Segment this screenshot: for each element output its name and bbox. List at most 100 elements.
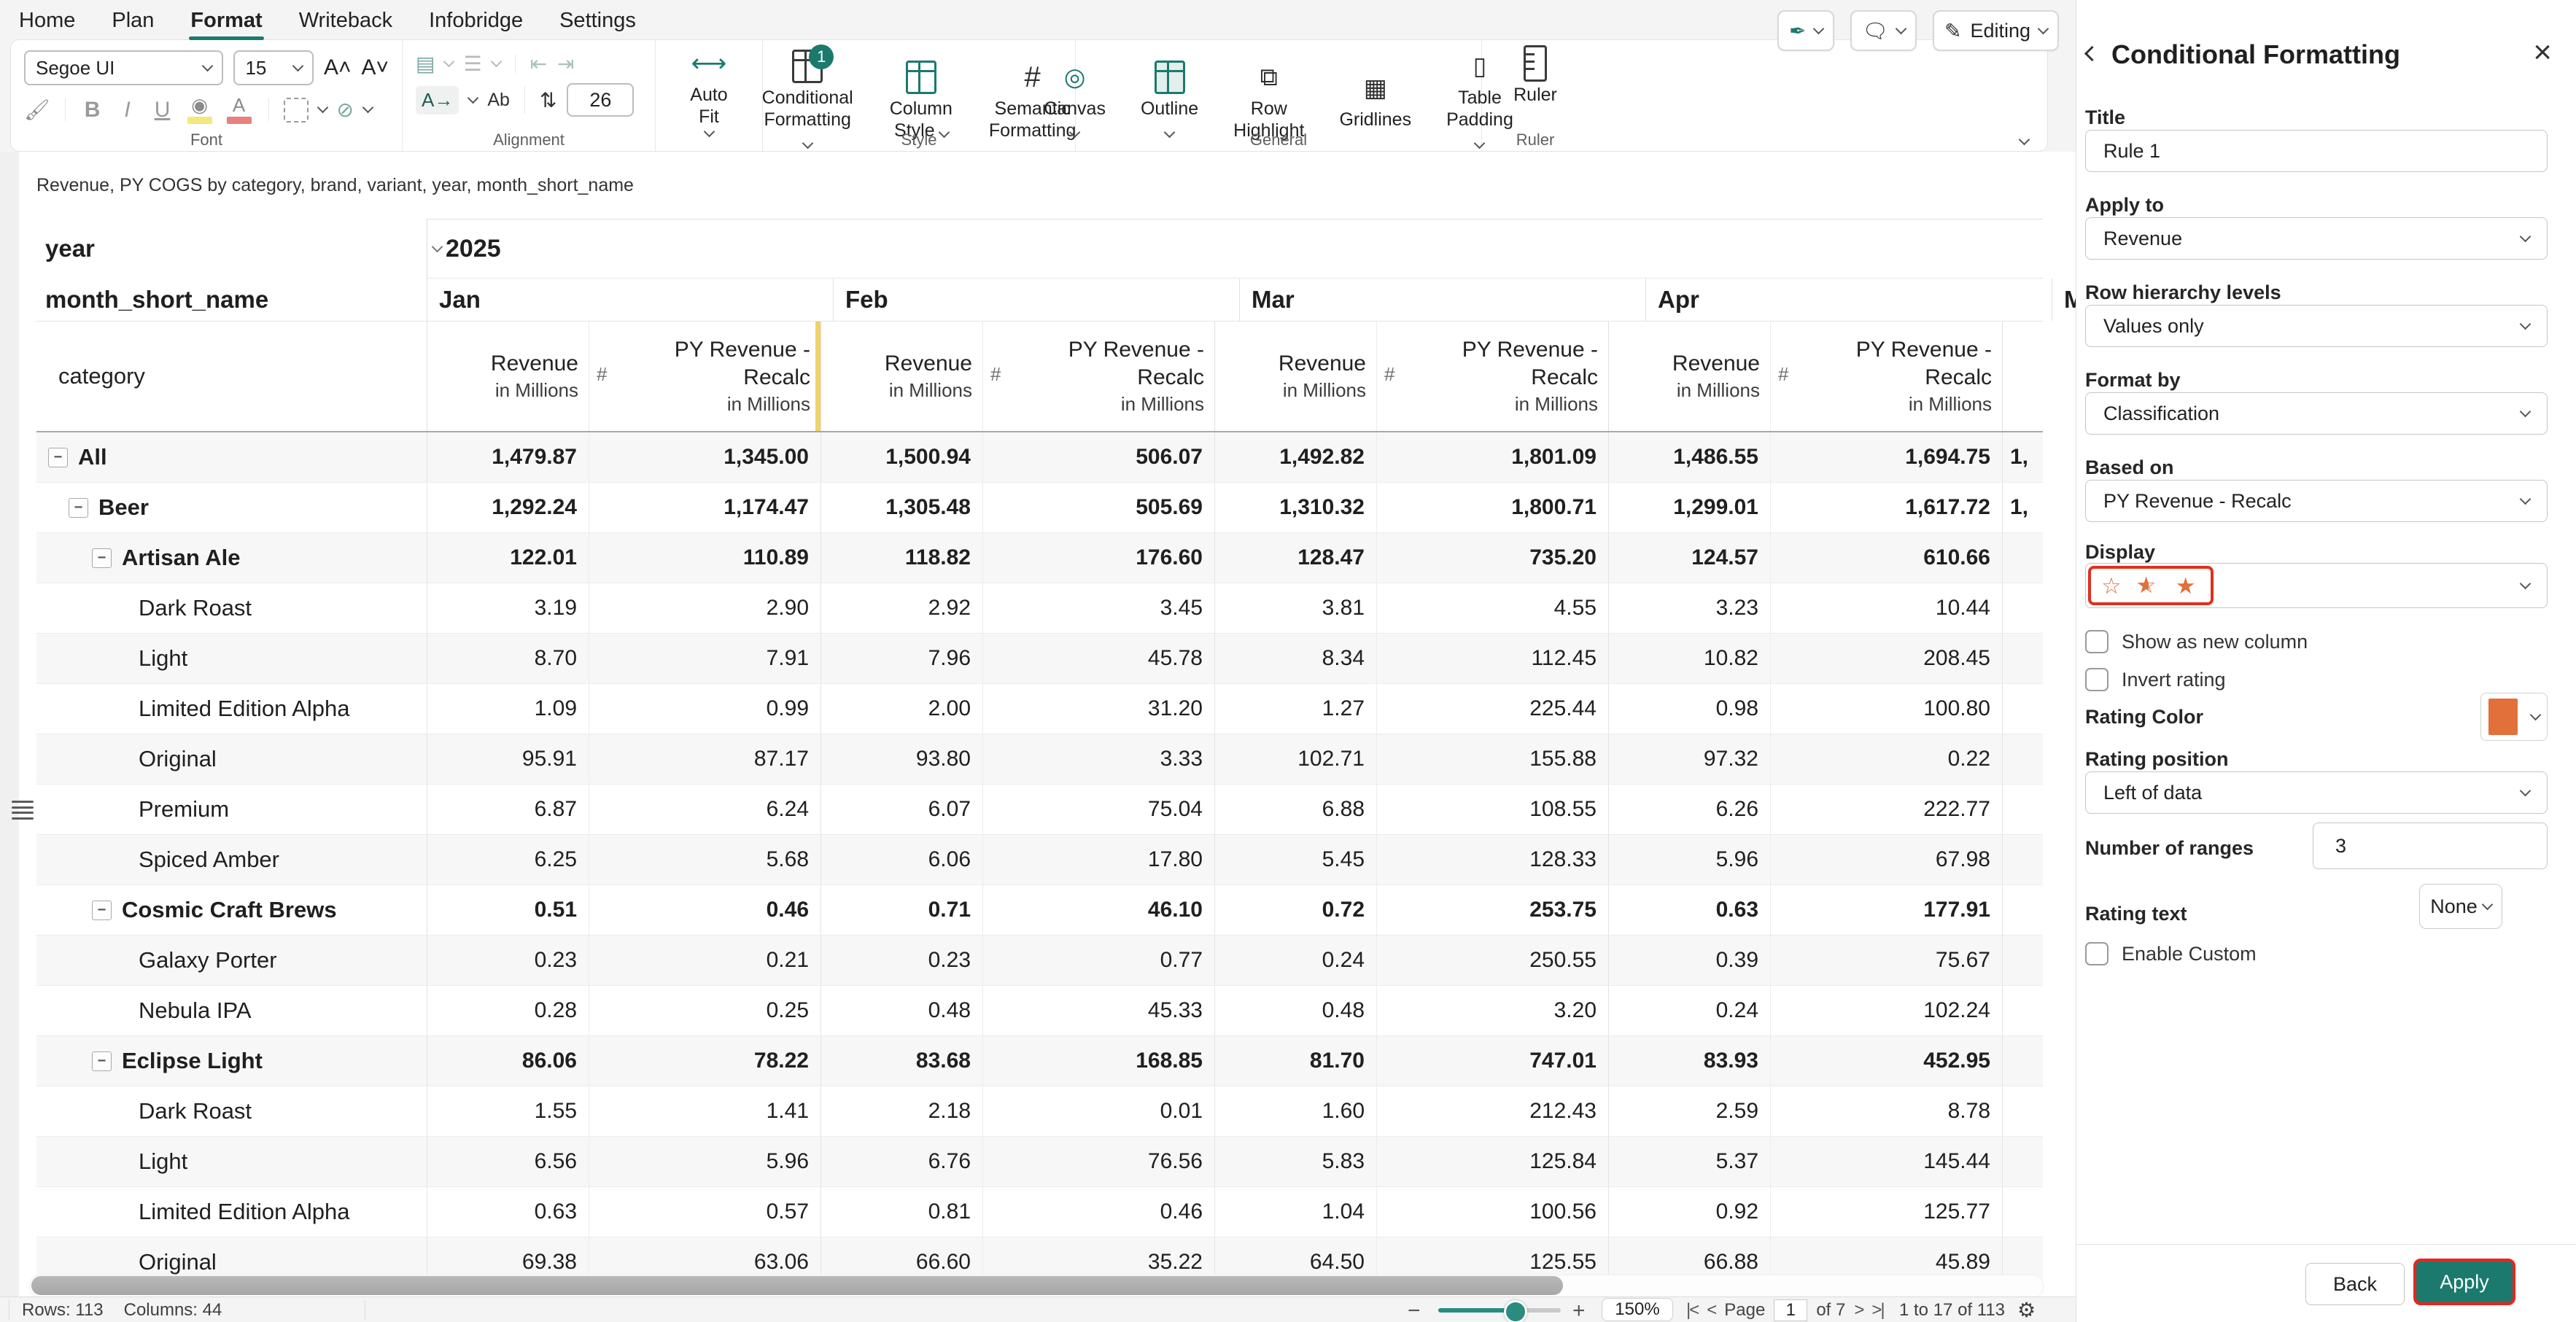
revenue-value-cell[interactable]: 6.06 bbox=[820, 835, 982, 884]
row-header-cell[interactable]: Premium bbox=[36, 785, 427, 834]
py-revenue-value-cell[interactable]: 253.75 bbox=[1376, 885, 1608, 935]
py-revenue-value-cell[interactable]: 4.55 bbox=[1376, 583, 1608, 633]
py-revenue-value-cell[interactable]: 1,801.09 bbox=[1376, 432, 1608, 482]
revenue-value-cell[interactable]: 0.71 bbox=[820, 885, 982, 935]
prev-page-button[interactable]: < bbox=[1707, 1299, 1717, 1320]
enable-custom-checkbox[interactable]: Enable Custom bbox=[2085, 942, 2257, 965]
revenue-value-cell[interactable]: 0.72 bbox=[1214, 885, 1376, 935]
outdent-icon[interactable]: ⇤ bbox=[529, 53, 548, 75]
py-revenue-value-cell[interactable]: 250.55 bbox=[1376, 936, 1608, 985]
revenue-value-cell[interactable]: 0.48 bbox=[820, 986, 982, 1035]
revenue-value-cell[interactable]: 10.82 bbox=[1608, 634, 1770, 683]
wrap-text-button[interactable]: Ab bbox=[487, 89, 510, 110]
revenue-value-cell[interactable]: 1.09 bbox=[427, 684, 589, 734]
py-revenue-value-cell[interactable]: 0.22 bbox=[1770, 734, 2002, 784]
revenue-value-cell[interactable]: 0.81 bbox=[820, 1187, 982, 1237]
font-size-select[interactable]: 15 bbox=[233, 50, 314, 85]
py-revenue-value-cell[interactable]: 108.55 bbox=[1376, 785, 1608, 834]
month-header-feb[interactable]: Feb bbox=[833, 279, 1239, 321]
py-revenue-value-cell[interactable]: 31.20 bbox=[982, 684, 1214, 734]
revenue-value-cell[interactable]: 1,310.32 bbox=[1214, 483, 1376, 532]
auto-fit-button[interactable]: ⟷ Auto Fit bbox=[669, 47, 749, 138]
revenue-value-cell[interactable]: 0.51 bbox=[427, 885, 589, 935]
py-revenue-value-cell[interactable]: 3.33 bbox=[982, 734, 1214, 784]
last-page-button[interactable]: >| bbox=[1871, 1299, 1885, 1320]
settings-gear-icon[interactable]: ⚙ bbox=[2017, 1299, 2036, 1321]
zoom-in-button[interactable]: + bbox=[1572, 1299, 1586, 1322]
py-revenue-value-cell[interactable]: 177.91 bbox=[1770, 885, 2002, 935]
py-revenue-value-cell[interactable]: 5.96 bbox=[589, 1137, 820, 1186]
py-revenue-value-cell[interactable]: 75.04 bbox=[982, 785, 1214, 834]
revenue-value-cell[interactable]: 2.92 bbox=[820, 583, 982, 633]
revenue-value-cell[interactable]: 102.71 bbox=[1214, 734, 1376, 784]
horizontal-scrollbar-thumb[interactable] bbox=[31, 1276, 1563, 1295]
revenue-value-cell[interactable]: 1,292.24 bbox=[427, 483, 589, 532]
py-revenue-value-cell[interactable]: 0.46 bbox=[982, 1187, 1214, 1237]
text-direction-button[interactable]: A→ bbox=[416, 85, 459, 114]
increase-font-icon[interactable]: A˄ bbox=[323, 55, 352, 79]
collapse-row-icon[interactable]: − bbox=[48, 447, 68, 467]
py-revenue-value-cell[interactable]: 7.91 bbox=[589, 634, 820, 683]
collapse-row-icon[interactable]: − bbox=[92, 900, 112, 920]
row-header-cell[interactable]: − Cosmic Craft Brews bbox=[36, 885, 427, 935]
py-revenue-value-cell[interactable]: 5.68 bbox=[589, 835, 820, 884]
py-revenue-value-cell[interactable]: 3.45 bbox=[982, 583, 1214, 633]
py-revenue-value-cell[interactable]: 45.89 bbox=[1770, 1237, 2002, 1287]
py-revenue-value-cell[interactable]: 168.85 bbox=[982, 1036, 1214, 1086]
py-revenue-value-cell[interactable]: 506.07 bbox=[982, 432, 1214, 482]
row-header-cell[interactable]: Spiced Amber bbox=[36, 835, 427, 884]
rating-text-select[interactable]: None bbox=[2419, 884, 2502, 929]
menu-writeback[interactable]: Writeback bbox=[298, 8, 393, 32]
py-revenue-value-cell[interactable]: 1,174.47 bbox=[589, 483, 820, 532]
revenue-value-cell[interactable]: 2.59 bbox=[1608, 1086, 1770, 1136]
revenue-column-header-mar[interactable]: Revenue in Millions bbox=[1214, 322, 1376, 431]
py-revenue-value-cell[interactable]: 3.20 bbox=[1376, 986, 1608, 1035]
year-value-cell[interactable]: 2025 bbox=[427, 219, 2043, 279]
decrease-font-icon[interactable]: A˅ bbox=[361, 55, 389, 79]
outline-button[interactable]: Outline bbox=[1132, 61, 1207, 141]
revenue-value-cell[interactable]: 1,492.82 bbox=[1214, 432, 1376, 482]
zoom-slider-thumb[interactable] bbox=[1504, 1300, 1527, 1322]
menu-home[interactable]: Home bbox=[19, 8, 76, 32]
column-style-button[interactable]: Column Style bbox=[881, 61, 961, 141]
revenue-column-header-feb[interactable]: Revenue in Millions bbox=[820, 322, 982, 431]
row-highlight-button[interactable]: ⧉ Row Highlight bbox=[1225, 61, 1313, 141]
py-revenue-value-cell[interactable]: 87.17 bbox=[589, 734, 820, 784]
row-height-icon[interactable]: ⇅ bbox=[539, 88, 557, 112]
underline-button[interactable]: U bbox=[154, 97, 171, 122]
revenue-value-cell[interactable]: 8.34 bbox=[1214, 634, 1376, 683]
row-header-cell[interactable]: Original bbox=[36, 734, 427, 784]
revenue-value-cell[interactable]: 7.96 bbox=[820, 634, 982, 683]
revenue-value-cell[interactable]: 1.60 bbox=[1214, 1086, 1376, 1136]
semantic-formatting-button[interactable]: # Semantic Formatting bbox=[988, 61, 1076, 141]
revenue-value-cell[interactable]: 66.60 bbox=[820, 1237, 982, 1287]
mode-selector-button[interactable]: ✎ Editing bbox=[1933, 10, 2060, 51]
collapse-row-icon[interactable]: − bbox=[69, 497, 88, 518]
py-revenue-value-cell[interactable]: 45.78 bbox=[982, 634, 1214, 683]
revenue-value-cell[interactable]: 6.76 bbox=[820, 1137, 982, 1186]
revenue-value-cell[interactable]: 3.81 bbox=[1214, 583, 1376, 633]
row-header-cell[interactable]: − Beer bbox=[36, 483, 427, 532]
revenue-value-cell[interactable]: 1,479.87 bbox=[427, 432, 589, 482]
show-as-new-column-checkbox[interactable]: Show as new column bbox=[2085, 630, 2308, 653]
revenue-value-cell[interactable]: 69.38 bbox=[427, 1237, 589, 1287]
revenue-value-cell[interactable]: 1,299.01 bbox=[1608, 483, 1770, 532]
row-header-cell[interactable]: Galaxy Porter bbox=[36, 936, 427, 985]
py-revenue-value-cell[interactable]: 35.22 bbox=[982, 1237, 1214, 1287]
revenue-value-cell[interactable]: 5.96 bbox=[1608, 835, 1770, 884]
canvas-button[interactable]: ◎ Canvas bbox=[1035, 61, 1114, 141]
row-header-cell[interactable]: Light bbox=[36, 1137, 427, 1186]
revenue-value-cell[interactable]: 81.70 bbox=[1214, 1036, 1376, 1086]
py-revenue-value-cell[interactable]: 0.57 bbox=[589, 1187, 820, 1237]
py-revenue-recalc-column-header-feb[interactable]: # PY Revenue - Recalc in Millions bbox=[982, 322, 1214, 431]
revenue-value-cell[interactable]: 6.88 bbox=[1214, 785, 1376, 834]
zoom-level-box[interactable]: 150% bbox=[1602, 1298, 1673, 1321]
revenue-value-cell[interactable]: 1.27 bbox=[1214, 684, 1376, 734]
py-revenue-value-cell[interactable]: 6.24 bbox=[589, 785, 820, 834]
py-revenue-value-cell[interactable]: 176.60 bbox=[982, 533, 1214, 583]
py-revenue-recalc-column-header-jan[interactable]: # PY Revenue - Recalc in Millions bbox=[589, 322, 820, 431]
py-revenue-value-cell[interactable]: 747.01 bbox=[1376, 1036, 1608, 1086]
row-header-cell[interactable]: Limited Edition Alpha bbox=[36, 1187, 427, 1237]
py-revenue-value-cell[interactable]: 78.22 bbox=[589, 1036, 820, 1086]
zoom-slider[interactable] bbox=[1438, 1308, 1561, 1313]
